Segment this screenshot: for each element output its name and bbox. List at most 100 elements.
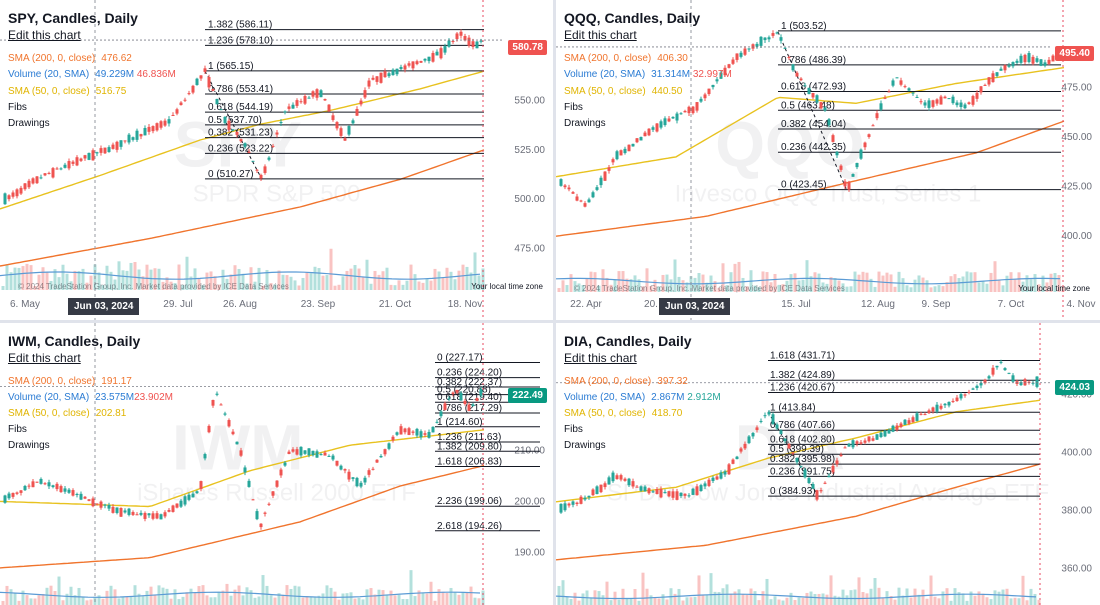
candle-body bbox=[19, 187, 23, 194]
candle-body bbox=[63, 488, 67, 492]
volume-bar bbox=[133, 585, 137, 605]
volume-bar bbox=[1033, 593, 1037, 605]
volume-bar bbox=[53, 269, 57, 290]
volume-bar bbox=[797, 280, 801, 292]
volume-bar bbox=[69, 281, 73, 290]
candle-body bbox=[903, 86, 907, 88]
candle-body bbox=[423, 58, 427, 61]
volume-bar bbox=[929, 287, 933, 292]
edit-chart-link[interactable]: Edit this chart bbox=[564, 351, 637, 365]
volume-bar bbox=[61, 264, 65, 290]
volume-bar bbox=[965, 600, 969, 605]
candle-body bbox=[243, 467, 247, 473]
volume-bar bbox=[341, 593, 345, 605]
chart-panel-qqq[interactable]: QQQ Invesco QQQ Trust, Series 1 475.00 450.… bbox=[556, 0, 1100, 320]
candle-body bbox=[787, 57, 791, 59]
candle-body bbox=[103, 147, 107, 154]
volume-bar bbox=[981, 281, 985, 292]
fib-level-label: 1.618 (431.71) bbox=[770, 350, 835, 361]
candle-body bbox=[795, 72, 799, 77]
candle-body bbox=[967, 391, 971, 393]
candle-body bbox=[851, 440, 855, 448]
candle-body bbox=[763, 37, 767, 41]
volume-bar bbox=[677, 588, 681, 605]
volume-bar bbox=[345, 270, 349, 290]
candle-body bbox=[163, 512, 167, 517]
volume-bar bbox=[5, 264, 9, 290]
volume-bar bbox=[177, 264, 181, 290]
candle-body bbox=[75, 493, 79, 495]
chart-panel-spy[interactable]: SPY SPDR S&P 500 550.00 525.00 500.00 475.00 1… bbox=[0, 0, 553, 320]
candle-body bbox=[55, 168, 59, 170]
crosshair-date-label: Jun 03, 2024 bbox=[659, 298, 731, 315]
candle-body bbox=[67, 489, 71, 493]
y-tick-label: 400.00 bbox=[1061, 231, 1092, 242]
volume-bar bbox=[905, 285, 909, 292]
candle-body bbox=[427, 431, 431, 438]
candle-body bbox=[435, 51, 439, 56]
candle-body bbox=[479, 389, 483, 396]
candle-body bbox=[151, 126, 155, 132]
volume-bar bbox=[933, 286, 937, 292]
volume-bar bbox=[349, 268, 353, 290]
edit-chart-link[interactable]: Edit this chart bbox=[8, 351, 81, 365]
candle-body bbox=[307, 448, 311, 456]
candle-body bbox=[1023, 54, 1027, 63]
candle-body bbox=[367, 470, 371, 475]
candle-body bbox=[791, 452, 795, 454]
chart-title: QQQ, Candles, Daily bbox=[564, 10, 701, 26]
candle-body bbox=[23, 183, 27, 190]
volume-bar bbox=[297, 285, 301, 290]
volume-bar bbox=[873, 286, 877, 292]
sma200-legend: SMA (200, 0, close) 476.62 bbox=[8, 53, 132, 64]
candle-body bbox=[611, 472, 615, 482]
volume-bar bbox=[417, 281, 421, 290]
candle-body bbox=[783, 438, 787, 442]
x-tick-label: 26. Aug bbox=[223, 299, 257, 310]
volume-bar bbox=[561, 280, 565, 292]
candle-body bbox=[395, 68, 399, 75]
candle-body bbox=[715, 476, 719, 480]
volume-bar bbox=[1009, 272, 1013, 292]
candle-body bbox=[211, 399, 215, 406]
volume-bar bbox=[777, 599, 781, 605]
candle-body bbox=[275, 480, 279, 487]
candle-body bbox=[223, 413, 227, 415]
volume-bar bbox=[589, 271, 593, 292]
volume-bar bbox=[985, 597, 989, 605]
candle-body bbox=[975, 92, 979, 99]
edit-chart-link[interactable]: Edit this chart bbox=[564, 28, 637, 42]
sma200-line bbox=[556, 120, 1065, 237]
sma200-legend: SMA (200, 0, close) 191.17 bbox=[8, 376, 132, 387]
volume-bar bbox=[241, 595, 245, 605]
candle-body bbox=[839, 165, 843, 170]
volume-bar bbox=[397, 280, 401, 290]
candle-body bbox=[795, 458, 799, 463]
volume-bar bbox=[1033, 274, 1037, 292]
candle-body bbox=[567, 187, 571, 190]
candle-body bbox=[411, 431, 415, 433]
candle-body bbox=[667, 118, 671, 122]
volume-bar bbox=[1037, 284, 1041, 292]
chart-panel-dia[interactable]: DIA SPDR Dow Jones Industrial Average ETF… bbox=[556, 323, 1100, 605]
candle-body bbox=[667, 491, 671, 497]
volume-bar bbox=[97, 595, 101, 605]
volume-bar bbox=[37, 274, 41, 290]
volume-bar bbox=[957, 592, 961, 605]
volume-bar bbox=[713, 281, 717, 292]
candle-body bbox=[451, 40, 455, 42]
candle-body bbox=[263, 166, 267, 173]
volume-bar bbox=[817, 593, 821, 605]
volume-bar bbox=[801, 597, 805, 605]
y-tick-label: 425.00 bbox=[1061, 182, 1092, 193]
volume-bar bbox=[677, 276, 681, 292]
volume-bar bbox=[333, 285, 337, 290]
volume-bar bbox=[1021, 281, 1025, 292]
candle-body bbox=[723, 471, 727, 475]
edit-chart-link[interactable]: Edit this chart bbox=[8, 28, 81, 42]
